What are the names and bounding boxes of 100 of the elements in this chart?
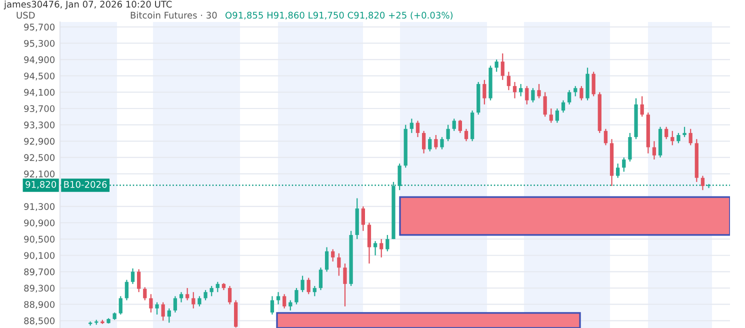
chart-subtitle: Bitcoin Futures · 30 [130, 12, 217, 19]
candlestick [324, 246, 329, 272]
candlestick [500, 52, 504, 80]
y-tick-label: 90,100 [24, 252, 55, 260]
y-tick-label: 93,300 [24, 122, 55, 130]
y-tick-label: 93,700 [24, 105, 55, 113]
candlestick [398, 163, 402, 191]
chart-title: james30476, Jan 07, 2026 10:20 UTC [4, 0, 172, 10]
candlestick [440, 136, 444, 150]
candlestick [276, 292, 280, 305]
candlestick [652, 140, 656, 160]
y-tick-label: 90,500 [24, 236, 55, 244]
candlestick [434, 134, 438, 150]
candlestick [676, 132, 680, 144]
y-tick-label: 90,900 [24, 219, 55, 228]
y-tick-label: 88,900 [24, 301, 55, 309]
candlestick [179, 292, 184, 303]
y-tick-label: 88,500 [24, 317, 55, 326]
candlestick [216, 281, 220, 293]
candlestick [167, 308, 171, 324]
candlestick [331, 248, 335, 262]
candlestick [464, 128, 468, 142]
y-tick-label: 95,300 [24, 40, 55, 48]
y-tick-label: 89,300 [24, 284, 55, 292]
candlestick [337, 252, 341, 276]
candlestick [386, 234, 390, 252]
y-tick-label: 92,100 [24, 170, 55, 178]
candlestick [628, 132, 632, 162]
candlestick [210, 285, 214, 297]
candlestick [288, 300, 292, 312]
candlestick [343, 262, 347, 307]
candlestick [422, 130, 426, 154]
y-axis-title: USD [16, 12, 35, 19]
candlestick [228, 285, 232, 305]
candlestick [124, 279, 129, 301]
candlestick [568, 90, 572, 105]
candlestick [506, 71, 511, 91]
candlestick [518, 83, 523, 97]
candlestick [537, 83, 541, 99]
y-tick-label: 89,700 [24, 268, 55, 276]
candlestick [682, 126, 686, 138]
candlestick [270, 296, 274, 316]
candlestick [580, 86, 584, 101]
candlestick [130, 268, 135, 284]
candlestick [373, 240, 378, 256]
candlestick [198, 296, 202, 307]
candlestick [561, 100, 566, 114]
candlestick [604, 128, 608, 146]
y-tick-label: 94,500 [24, 72, 55, 80]
candlestick [192, 292, 196, 309]
candlestick [555, 108, 560, 124]
candlestick [149, 294, 153, 314]
candlestick [155, 302, 159, 316]
candlestick [622, 156, 626, 172]
candlestick [670, 130, 674, 146]
candlestick [143, 286, 147, 301]
candlestick [173, 296, 178, 314]
candlestick [452, 118, 456, 132]
y-tick-label: 91,300 [24, 203, 55, 211]
candlestick [282, 294, 286, 309]
candlestick [367, 222, 372, 264]
candlestick [294, 287, 298, 305]
candlestick [549, 108, 553, 124]
text: O91,855 H91,860 L91,750 C91,820 +25 (+0.03%) [226, 12, 452, 20]
candlestick [446, 124, 450, 142]
candlestick [380, 238, 384, 258]
annotation: B10-2026 [64, 180, 107, 188]
candlestick [700, 175, 705, 191]
candlestick [688, 128, 692, 146]
candlestick [428, 136, 432, 152]
candlestick [300, 275, 304, 293]
candlestick [525, 86, 529, 105]
candlestick [592, 71, 596, 97]
candlestick [306, 277, 310, 295]
candlestick [706, 183, 711, 189]
candlestick [416, 120, 420, 138]
candlestick [458, 119, 462, 134]
y-tick-label: 94,100 [24, 88, 55, 97]
candlestick [312, 285, 316, 297]
candlestick [410, 118, 414, 134]
candlestick [574, 86, 578, 97]
candlestick [482, 79, 486, 105]
candlestick [512, 81, 517, 99]
candlestick [543, 92, 547, 118]
y-tick-label: 92,900 [24, 138, 55, 146]
candlestick [531, 88, 535, 103]
candlestick [494, 58, 498, 72]
candlestick [204, 290, 208, 301]
ref-line-label: 91,820 [26, 180, 56, 189]
y-tick-label: 94,900 [24, 56, 55, 64]
candlestick [361, 206, 365, 232]
candlestick [640, 96, 644, 118]
candlestick [318, 267, 323, 291]
y-tick-label: 92,500 [24, 154, 55, 162]
candlestick [186, 287, 190, 301]
candlestick [137, 268, 141, 293]
candlestick [161, 302, 165, 322]
candlestick [616, 163, 620, 178]
y-tick-label: 95,700 [24, 24, 55, 32]
candlestick [118, 296, 122, 316]
